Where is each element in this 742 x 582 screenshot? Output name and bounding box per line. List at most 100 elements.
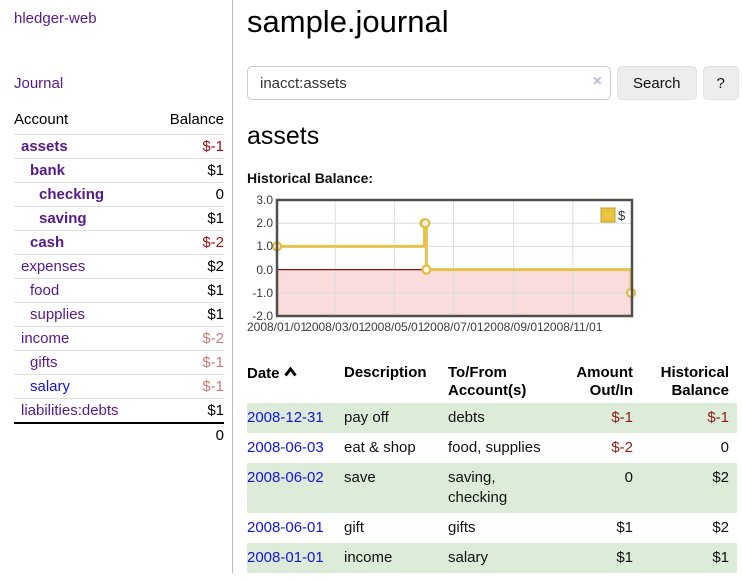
register-description: income [344, 549, 393, 566]
account-row: bank $1 [14, 158, 224, 183]
y-axis-tick-label: 1.0 [256, 239, 273, 254]
account-link[interactable]: income [21, 330, 70, 347]
account-row: expenses $2 [14, 254, 224, 279]
accounts-col-balance: Balance [152, 108, 224, 135]
register-balance: $1 [712, 549, 729, 566]
transaction-date-link[interactable]: 2008-06-03 [247, 439, 324, 456]
account-link[interactable]: salary [30, 378, 71, 395]
legend-swatch [600, 207, 616, 223]
register-date: 2008-06-03 [247, 433, 344, 463]
account-balance: $-2 [152, 230, 224, 255]
register-description: save [344, 469, 376, 486]
transaction-date-link[interactable]: 2008-06-02 [247, 469, 324, 486]
historical-balance-chart: $3.0 2.0 1.0 0.0 -1.0 -2.0 2008/01/01 2008/03/0… [246, 194, 739, 340]
register-date: 2008-06-01 [247, 513, 344, 543]
account-balance: $-1 [202, 138, 224, 155]
clear-search-icon[interactable]: × [592, 73, 602, 90]
account-row: income $-2 [14, 326, 224, 351]
account-row: food $1 [14, 278, 224, 303]
chart-title: Historical Balance: [247, 170, 374, 186]
account-balance: $1 [152, 302, 224, 327]
accounts-table: Account Balance assets $-1 bank $1 checking 0… [14, 108, 224, 447]
search-input[interactable] [247, 66, 611, 100]
x-axis-tick-label: 2008/03/01 [305, 320, 366, 334]
account-link[interactable]: checking [39, 186, 105, 203]
account-row: liabilities:debts $1 [14, 398, 224, 423]
register-row: 2008-06-03 eat & shop food, supplies $-2 0 [247, 433, 737, 463]
y-axis-tick-label: 2.0 [256, 216, 273, 231]
register-row: 2008-06-01 gift gifts $1 $2 [247, 513, 737, 543]
account-balance: $-2 [152, 326, 224, 351]
search-box: × [247, 66, 611, 100]
account-link[interactable]: food [30, 282, 60, 299]
account-row: gifts $-1 [14, 350, 224, 375]
account-heading: assets [247, 122, 320, 150]
x-axis-tick-label: 2008/07/01 [423, 320, 484, 334]
account-row: salary $-1 [14, 374, 224, 399]
search-row: × Search ? [247, 66, 739, 100]
account-row: supplies $1 [14, 302, 224, 327]
register-date: 2008-12-31 [247, 403, 344, 433]
register-amount: $-1 [611, 409, 633, 426]
help-button[interactable]: ? [702, 66, 739, 100]
main-content: sample.journal × Search ? assets Histori… [233, 0, 742, 573]
account-balance: $1 [152, 206, 224, 231]
register-balance: $-1 [707, 409, 729, 426]
account-link[interactable]: assets [21, 138, 68, 155]
x-axis-tick-label: 2008/05/01 [364, 320, 425, 334]
register-description: gift [344, 519, 365, 536]
accounts-total-row: 0 [14, 422, 224, 447]
register-amount: $1 [616, 549, 633, 566]
x-axis-tick-label: 2008/01/01 [246, 320, 308, 334]
register-col-description: Description [344, 364, 427, 381]
account-row: checking 0 [14, 182, 224, 207]
sidebar: hledger-web Journal Account Balance asse… [0, 0, 233, 573]
nav-journal-link[interactable]: Journal [14, 75, 64, 92]
register-col-balance: Historical Balance [660, 364, 729, 399]
account-link[interactable]: bank [30, 162, 66, 179]
app-title-link[interactable]: hledger-web [14, 10, 97, 27]
account-row: cash $-2 [14, 230, 224, 255]
account-balance: 0 [152, 182, 224, 207]
transaction-date-link[interactable]: 2008-12-31 [247, 409, 324, 426]
account-link[interactable]: saving [39, 210, 87, 227]
account-balance: $1 [152, 158, 224, 183]
account-balance: $-1 [152, 350, 224, 375]
register-col-date[interactable]: Date [247, 362, 344, 403]
register-table: Date Description To/From Account(s) Amou… [247, 362, 737, 573]
account-link[interactable]: supplies [30, 306, 86, 323]
register-row: 2008-12-31 pay off debts $-1 $-1 [247, 403, 737, 433]
accounts-col-account: Account [14, 108, 153, 135]
register-row: 2008-01-01 income salary $1 $1 [247, 543, 737, 573]
register-date: 2008-06-02 [247, 463, 344, 513]
register-accounts: saving, checking [448, 469, 508, 506]
transaction-date-link[interactable]: 2008-06-01 [247, 519, 324, 536]
y-axis-tick-label: -1.0 [252, 285, 273, 300]
sort-ascending-icon [283, 364, 297, 382]
register-balance: $2 [712, 469, 729, 486]
register-balance: 0 [720, 439, 729, 456]
account-link[interactable]: liabilities:debts [21, 402, 119, 419]
balance-chart-svg: $ [271, 198, 637, 318]
transaction-date-link[interactable]: 2008-01-01 [247, 549, 324, 566]
account-balance: $1 [152, 398, 224, 423]
register-accounts: food, supplies [448, 439, 541, 456]
register-accounts: salary [448, 549, 489, 566]
register-description: eat & shop [344, 439, 416, 456]
y-axis-tick-label: 3.0 [256, 193, 273, 207]
register-amount: $-2 [611, 439, 633, 456]
legend-label: $ [618, 208, 626, 223]
register-col-account: To/From Account(s) [448, 364, 527, 399]
search-button[interactable]: Search [617, 66, 697, 100]
account-balance: $-1 [152, 374, 224, 399]
register-description: pay off [344, 409, 389, 426]
account-row: assets $-1 [14, 135, 224, 159]
register-accounts: debts [448, 409, 485, 426]
register-row: 2008-06-02 save saving, checking 0 $2 [247, 463, 737, 513]
account-link[interactable]: cash [30, 234, 65, 251]
account-balance: $2 [152, 254, 224, 279]
x-axis-tick-label: 2008/09/01 [483, 320, 544, 334]
account-link[interactable]: expenses [21, 258, 86, 275]
account-link[interactable]: gifts [30, 354, 58, 371]
page-title: sample.journal [247, 4, 449, 39]
